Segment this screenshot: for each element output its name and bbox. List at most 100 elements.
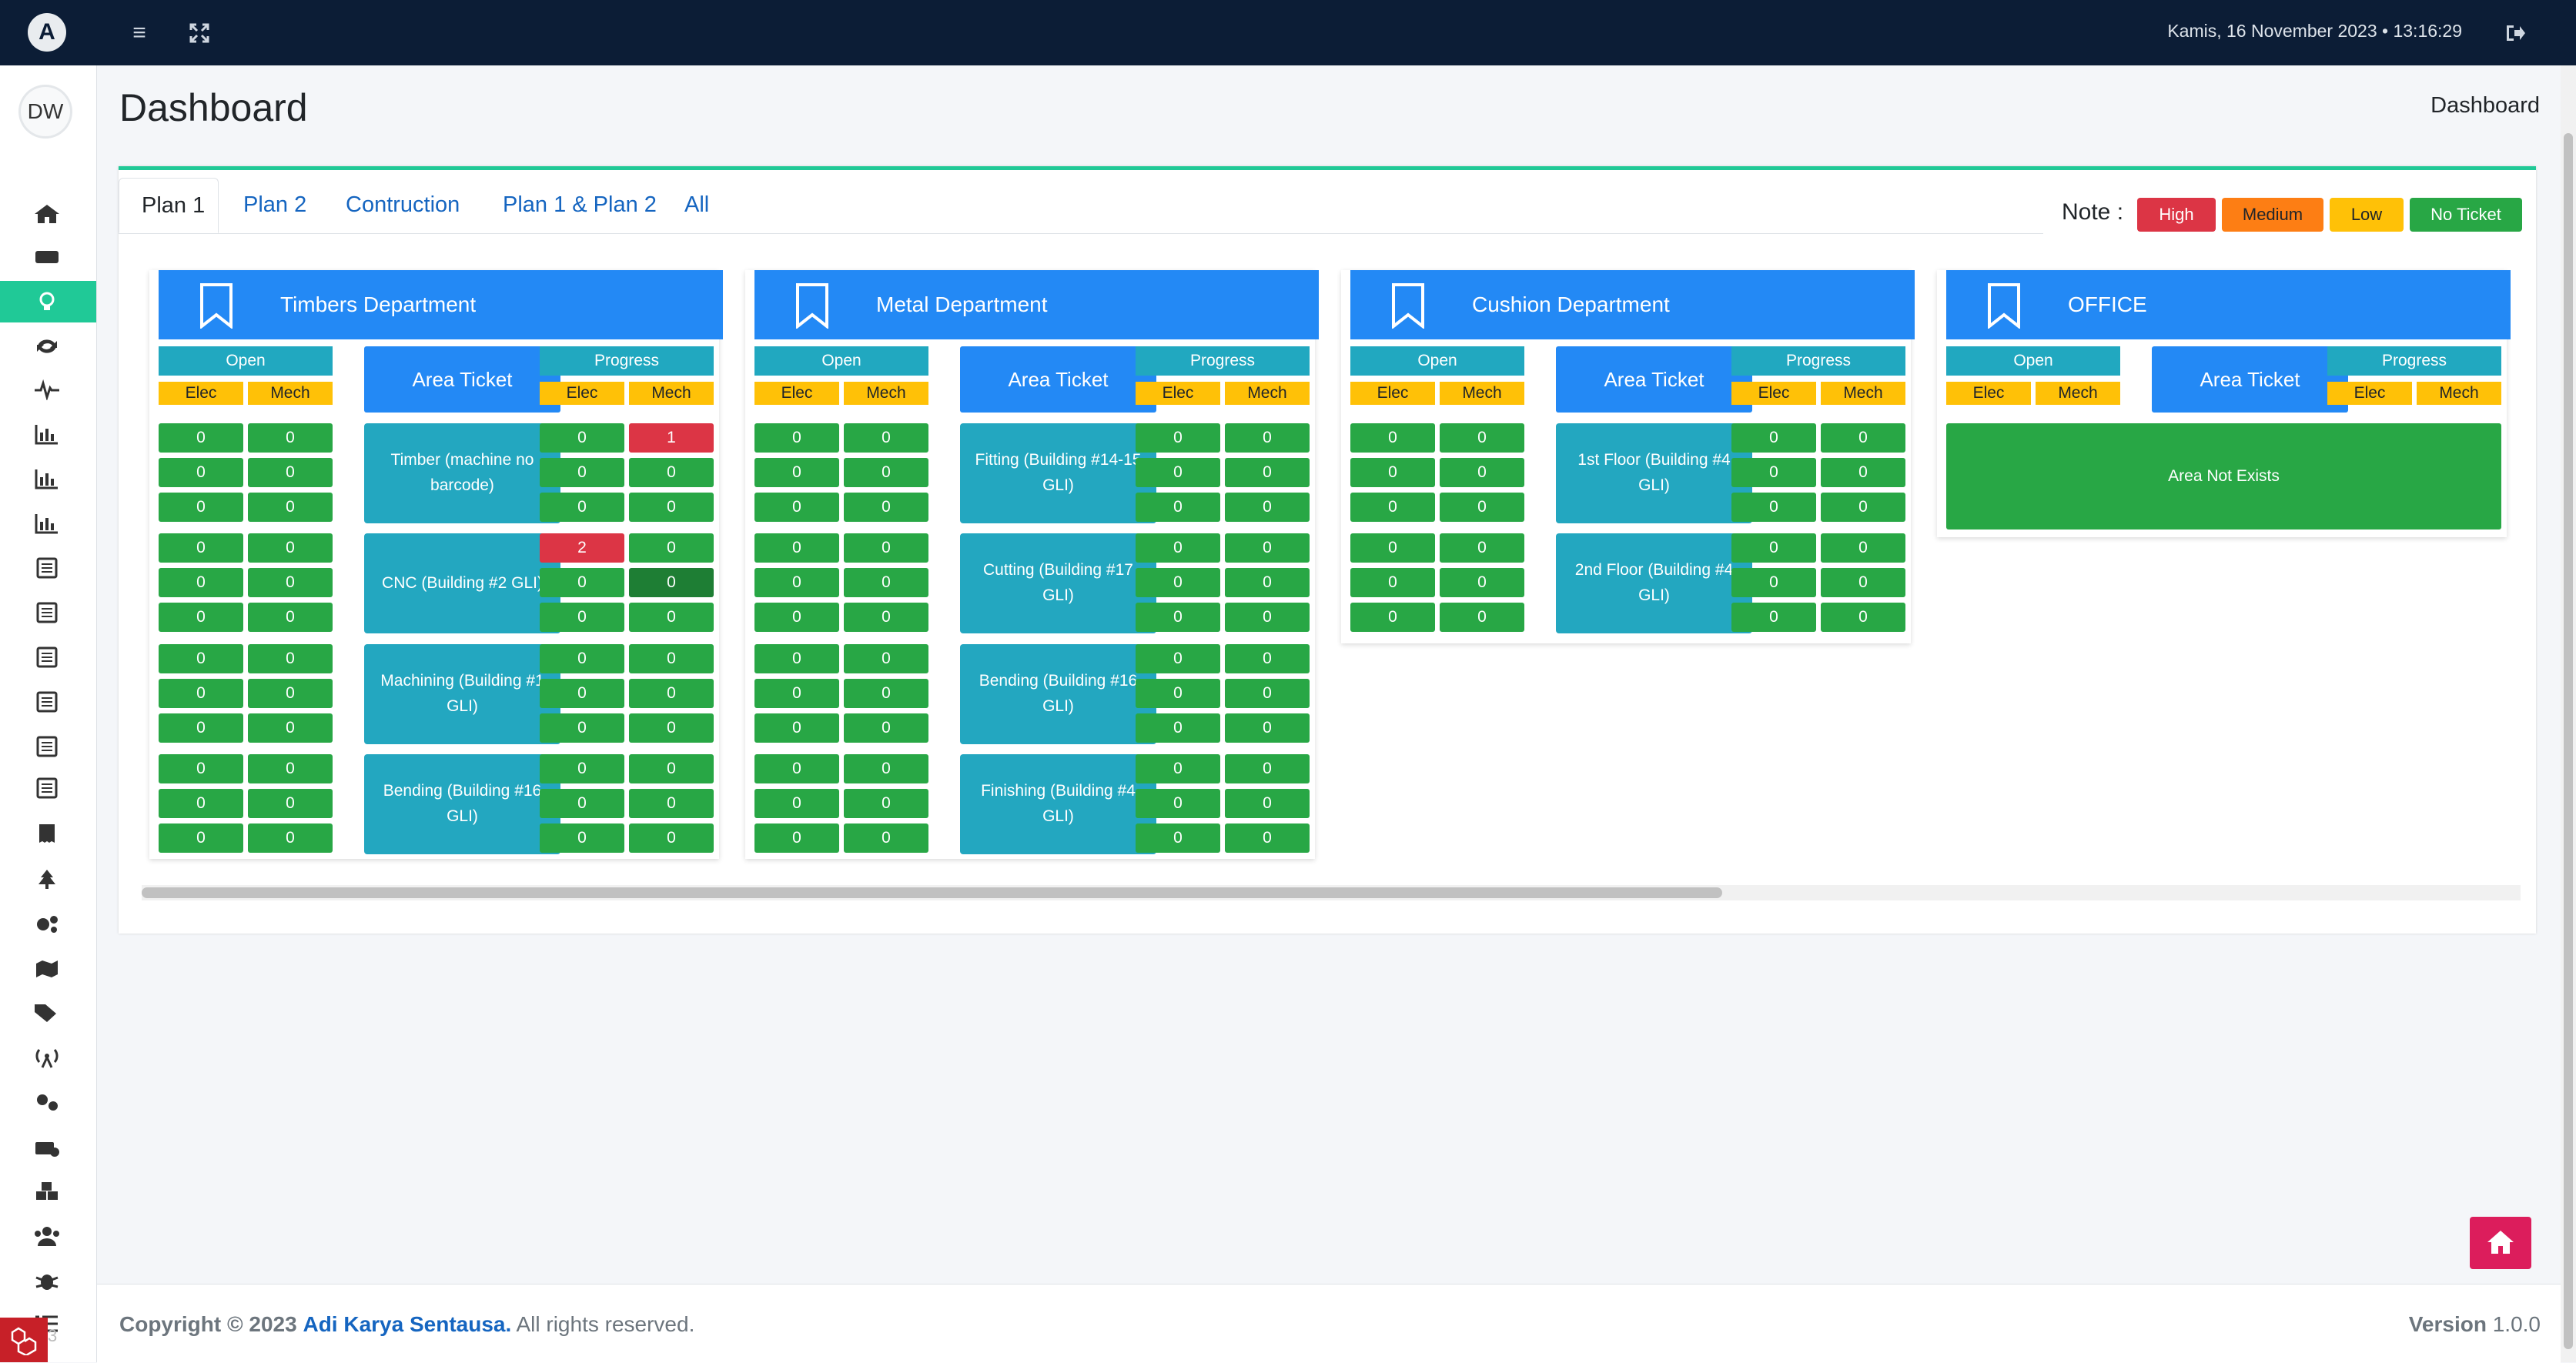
- progress-count-cell[interactable]: 0: [1136, 493, 1220, 522]
- open-count-cell[interactable]: 0: [754, 713, 839, 743]
- open-count-cell[interactable]: 0: [1350, 493, 1435, 522]
- sidebar-item-toolbox[interactable]: [0, 1126, 96, 1168]
- open-count-cell[interactable]: 0: [844, 603, 928, 632]
- progress-count-cell[interactable]: 0: [1731, 568, 1816, 597]
- progress-count-cell[interactable]: 0: [1136, 679, 1220, 708]
- progress-count-cell[interactable]: 0: [629, 568, 714, 597]
- tab-plan-1-and-2[interactable]: Plan 1 & Plan 2: [503, 192, 657, 217]
- progress-count-cell[interactable]: 0: [629, 754, 714, 783]
- open-count-cell[interactable]: 0: [159, 713, 243, 743]
- open-count-cell[interactable]: 0: [1440, 568, 1524, 597]
- sidebar-item-map-marker[interactable]: [0, 947, 96, 989]
- open-count-cell[interactable]: 0: [159, 568, 243, 597]
- sidebar-item-tree[interactable]: [0, 858, 96, 900]
- sidebar-item-cubes[interactable]: [0, 1171, 96, 1212]
- open-count-cell[interactable]: 0: [159, 823, 243, 853]
- tab-contruction[interactable]: Contruction: [346, 192, 460, 217]
- progress-count-cell[interactable]: 0: [629, 458, 714, 487]
- progress-count-cell[interactable]: 0: [1731, 533, 1816, 563]
- open-count-cell[interactable]: 0: [754, 789, 839, 818]
- sidebar-item-tags[interactable]: [0, 991, 96, 1033]
- progress-count-cell[interactable]: 0: [1821, 458, 1905, 487]
- sidebar-item-home[interactable]: [0, 193, 96, 235]
- progress-count-cell[interactable]: 0: [629, 533, 714, 563]
- sidebar-item-receipt[interactable]: [0, 813, 96, 854]
- progress-count-cell[interactable]: 0: [1136, 458, 1220, 487]
- open-count-cell[interactable]: 0: [159, 644, 243, 673]
- sidebar-item-ticket[interactable]: [0, 236, 96, 278]
- home-fab-button[interactable]: [2470, 1217, 2531, 1269]
- open-count-cell[interactable]: 0: [159, 533, 243, 563]
- progress-count-cell[interactable]: 1: [629, 423, 714, 453]
- progress-count-cell[interactable]: 0: [1821, 533, 1905, 563]
- progress-count-cell[interactable]: 0: [1731, 423, 1816, 453]
- progress-count-cell[interactable]: 0: [1821, 568, 1905, 597]
- open-count-cell[interactable]: 0: [754, 493, 839, 522]
- open-count-cell[interactable]: 0: [159, 789, 243, 818]
- tab-plan-2[interactable]: Plan 2: [243, 192, 307, 217]
- area-button[interactable]: Cutting (Building #17 GLI): [960, 533, 1156, 633]
- open-count-cell[interactable]: 0: [1350, 603, 1435, 632]
- sidebar-item-broadcast[interactable]: [0, 1037, 96, 1078]
- progress-count-cell[interactable]: 0: [1731, 458, 1816, 487]
- progress-count-cell[interactable]: 0: [1731, 603, 1816, 632]
- area-button[interactable]: Bending (Building #16 GLI): [364, 754, 560, 854]
- progress-count-cell[interactable]: 0: [1136, 713, 1220, 743]
- progress-count-cell[interactable]: 0: [629, 493, 714, 522]
- sidebar-item-sync[interactable]: [0, 326, 96, 367]
- open-count-cell[interactable]: 0: [248, 713, 333, 743]
- open-count-cell[interactable]: 0: [844, 533, 928, 563]
- progress-count-cell[interactable]: 0: [540, 713, 624, 743]
- menu-toggle-icon[interactable]: ≡: [132, 20, 146, 45]
- open-count-cell[interactable]: 0: [1350, 458, 1435, 487]
- tab-plan-1[interactable]: Plan 1: [119, 178, 219, 233]
- progress-count-cell[interactable]: 0: [1821, 603, 1905, 632]
- open-count-cell[interactable]: 0: [159, 493, 243, 522]
- open-count-cell[interactable]: 0: [248, 493, 333, 522]
- progress-count-cell[interactable]: 0: [1225, 533, 1310, 563]
- progress-count-cell[interactable]: 0: [540, 423, 624, 453]
- area-button[interactable]: 1st Floor (Building #4 GLI): [1556, 423, 1752, 523]
- progress-count-cell[interactable]: 0: [1225, 789, 1310, 818]
- open-count-cell[interactable]: 0: [1350, 533, 1435, 563]
- sidebar-item-pulse[interactable]: [0, 369, 96, 410]
- sidebar-item-report[interactable]: [0, 767, 96, 809]
- progress-count-cell[interactable]: 0: [629, 603, 714, 632]
- sidebar-item-report[interactable]: [0, 592, 96, 633]
- progress-count-cell[interactable]: 0: [540, 458, 624, 487]
- open-count-cell[interactable]: 0: [248, 644, 333, 673]
- page-scrollbar[interactable]: [2561, 65, 2576, 1362]
- open-count-cell[interactable]: 0: [1440, 603, 1524, 632]
- sidebar-item-bug[interactable]: [0, 1260, 96, 1301]
- progress-count-cell[interactable]: 0: [629, 823, 714, 853]
- open-count-cell[interactable]: 0: [844, 679, 928, 708]
- open-count-cell[interactable]: 0: [844, 458, 928, 487]
- sidebar-item-report[interactable]: [0, 636, 96, 678]
- open-count-cell[interactable]: 0: [754, 533, 839, 563]
- progress-count-cell[interactable]: 0: [1225, 823, 1310, 853]
- progress-count-cell[interactable]: 0: [540, 493, 624, 522]
- progress-count-cell[interactable]: 0: [1225, 423, 1310, 453]
- progress-count-cell[interactable]: 2: [540, 533, 624, 563]
- open-count-cell[interactable]: 0: [844, 493, 928, 522]
- open-count-cell[interactable]: 0: [248, 533, 333, 563]
- open-count-cell[interactable]: 0: [844, 644, 928, 673]
- progress-count-cell[interactable]: 0: [540, 568, 624, 597]
- progress-count-cell[interactable]: 0: [1731, 493, 1816, 522]
- open-count-cell[interactable]: 0: [754, 423, 839, 453]
- progress-count-cell[interactable]: 0: [1136, 568, 1220, 597]
- progress-count-cell[interactable]: 0: [629, 644, 714, 673]
- sidebar-item-report[interactable]: [0, 547, 96, 589]
- sidebar-item-chart[interactable]: [0, 503, 96, 544]
- progress-count-cell[interactable]: 0: [629, 713, 714, 743]
- progress-count-cell[interactable]: 0: [1225, 493, 1310, 522]
- horizontal-scrollbar[interactable]: [142, 885, 2521, 900]
- open-count-cell[interactable]: 0: [844, 789, 928, 818]
- sidebar-item-chart[interactable]: [0, 458, 96, 499]
- progress-count-cell[interactable]: 0: [1136, 789, 1220, 818]
- progress-count-cell[interactable]: 0: [540, 823, 624, 853]
- open-count-cell[interactable]: 0: [248, 603, 333, 632]
- department-header[interactable]: Metal Department: [754, 270, 1319, 339]
- sidebar-item-gears[interactable]: [0, 903, 96, 944]
- area-button[interactable]: 2nd Floor (Building #4 GLI): [1556, 533, 1752, 633]
